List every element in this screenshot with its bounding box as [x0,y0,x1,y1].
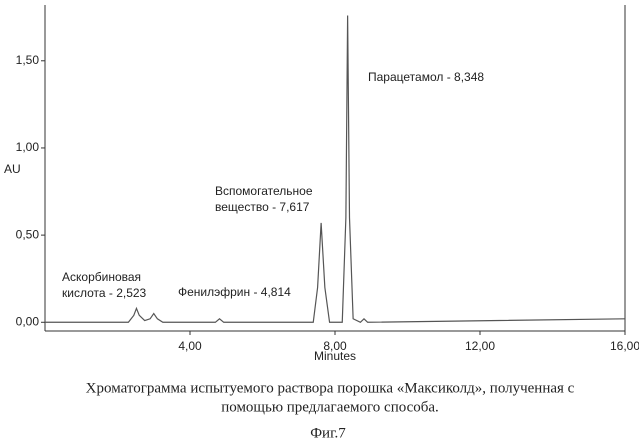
caption-line: помощью предлагаемого способа. [221,399,439,415]
y-axis-label: AU [4,162,21,176]
caption-line: Хроматограмма испытуемого раствора порош… [86,380,575,396]
peak-annotation: вещество - 7,617 [215,200,310,214]
peak-annotation: Вспомогательное [215,184,313,198]
peak-annotation: Парацетамол - 8,348 [368,70,484,84]
x-tick-label: 16,00 [610,339,639,353]
y-tick-label: 1,50 [16,53,40,67]
x-tick-label: 8,00 [323,339,347,353]
x-tick-label: 4,00 [178,339,202,353]
y-tick-label: 0,00 [16,314,40,328]
peak-annotation: Аскорбиновая [62,270,141,284]
y-tick-label: 0,50 [16,227,40,241]
y-tick-label: 1,00 [16,140,40,154]
peak-annotation: кислота - 2,523 [62,286,147,300]
peak-annotation: Фенилэфрин - 4,814 [178,285,291,299]
figure-label: Фиг.7 [310,425,346,441]
x-tick-label: 12,00 [465,339,495,353]
chart: AU Minutes Хроматограмма испытуемого рас… [0,0,639,442]
